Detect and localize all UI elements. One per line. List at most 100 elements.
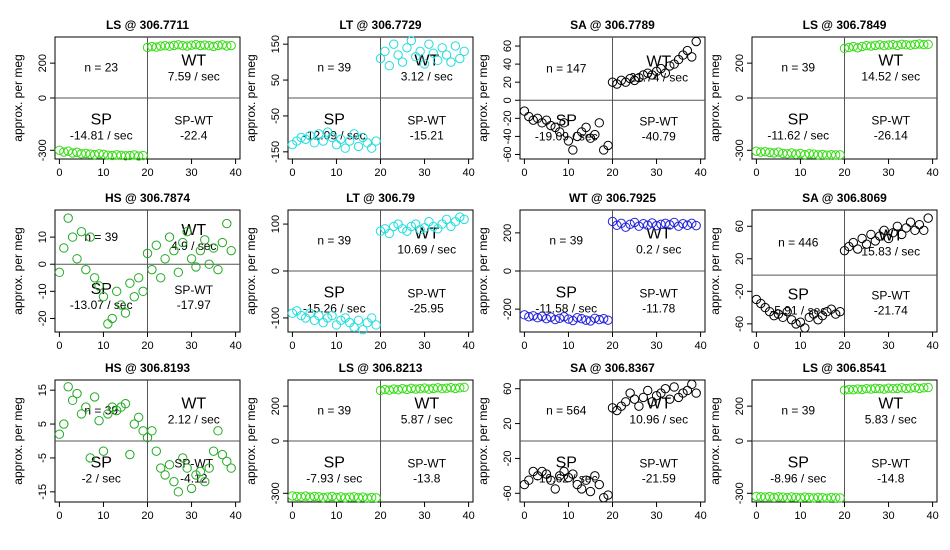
x-tick-label: 20 [606,340,618,352]
x-tick-label: 40 [229,167,241,179]
x-tick-label: 40 [694,510,706,522]
data-point-sp [125,278,135,288]
data-point-sp [305,308,315,318]
wt-rate: 5.87 / sec [401,413,453,427]
data-point-wt [415,225,425,235]
data-point-sp [327,310,337,321]
x-tick-label: 0 [521,510,527,522]
data-point-sp [550,484,560,494]
x-tick-label: 20 [141,167,153,179]
data-point-sp [782,306,792,317]
y-axis-label: approx. per meg [476,54,490,141]
sp-rate: -8.96 / sec [770,472,826,486]
data-point-wt [888,228,898,238]
y-tick-label: 0 [734,95,746,101]
data-point-sp [366,492,377,503]
sp-label: SP [556,113,577,130]
x-tick-label: 30 [185,340,197,352]
spwt-value: -17.97 [177,298,211,312]
data-point-wt [415,46,425,57]
x-tick-label: 20 [838,510,850,522]
data-point-sp [59,243,69,253]
data-point-sp [603,490,613,500]
x-tick-label: 20 [606,510,618,522]
x-tick-label: 40 [926,167,938,179]
spwt-value: -25.95 [410,302,444,316]
data-point-sp [349,129,359,139]
data-point-wt [853,244,863,254]
data-point-wt [433,55,443,66]
data-point-wt [402,43,412,53]
data-point-sp [572,313,582,323]
data-point-sp [559,466,569,477]
panel-title: LS @ 306.8213 [339,361,423,375]
y-tick-label: -20 [37,310,49,326]
x-tick-label: 10 [330,510,342,522]
n-label: n = 39 [84,404,118,418]
data-point-wt [450,217,461,227]
sp-rate: -14.81 / sec [70,129,133,143]
data-point-wt [687,379,697,390]
y-tick-label: -20 [502,450,514,466]
data-point-wt [213,426,223,436]
data-point-sp [94,149,104,159]
data-point-sp [103,319,113,329]
panel-title: LS @ 306.8541 [803,361,887,375]
sp-label: SP [324,112,345,129]
data-point-sp [581,122,591,133]
x-tick-label: 30 [650,340,662,352]
data-point-wt [459,214,469,225]
y-axis-label: approx. per meg [708,54,722,141]
y-tick-label: 15 [37,384,49,396]
spwt-label: SP-WT [871,114,910,128]
wt-rate: 14.52 / sec [861,70,920,84]
y-tick-label: 0 [502,268,514,274]
y-tick-label: 10 [37,231,49,243]
y-tick-label: 200 [734,397,746,415]
data-point-sp [120,399,131,409]
y-tick-label: -200 [502,298,514,320]
data-point-sp [791,319,801,329]
data-point-wt [380,46,390,57]
data-point-wt [919,383,929,393]
data-point-sp [568,469,578,479]
x-tick-label: 20 [141,510,153,522]
data-point-sp [362,317,372,328]
data-point-sp [133,412,144,422]
y-tick-label: 200 [734,54,746,72]
y-tick-label: 60 [502,383,514,395]
data-point-wt [441,214,452,225]
y-tick-label: -5 [37,453,49,463]
data-point-sp [81,402,91,412]
data-point-sp [331,320,342,330]
data-point-sp [63,382,73,392]
x-tick-label: 40 [694,167,706,179]
data-point-sp [371,493,381,503]
data-point-wt [191,262,201,272]
data-point-wt [673,221,684,231]
data-point-wt [222,41,232,51]
y-tick-label: -300 [37,139,49,161]
y-tick-label: -300 [270,482,282,504]
x-tick-label: 30 [650,510,662,522]
data-point-wt [643,68,653,78]
sp-label: SP [91,112,112,129]
data-point-sp [550,314,560,325]
x-tick-label: 0 [56,510,62,522]
y-tick-label: -20 [502,110,514,126]
data-point-sp [546,312,556,322]
data-point-sp [309,315,320,325]
data-point-wt [901,223,911,233]
panel-title: HS @ 306.7874 [105,191,190,205]
data-point-wt [178,237,188,248]
data-point-sp [98,149,109,159]
y-tick-label: -40 [502,128,514,144]
x-tick-label: 0 [753,510,759,522]
wt-rate: 2.12 / sec [168,413,220,427]
y-tick-label: -15 [37,484,49,500]
x-tick-label: 10 [794,510,806,522]
x-tick-label: 0 [753,167,759,179]
data-point-wt [905,217,916,227]
x-tick-label: 30 [882,167,894,179]
y-tick-label: -50 [270,108,282,124]
